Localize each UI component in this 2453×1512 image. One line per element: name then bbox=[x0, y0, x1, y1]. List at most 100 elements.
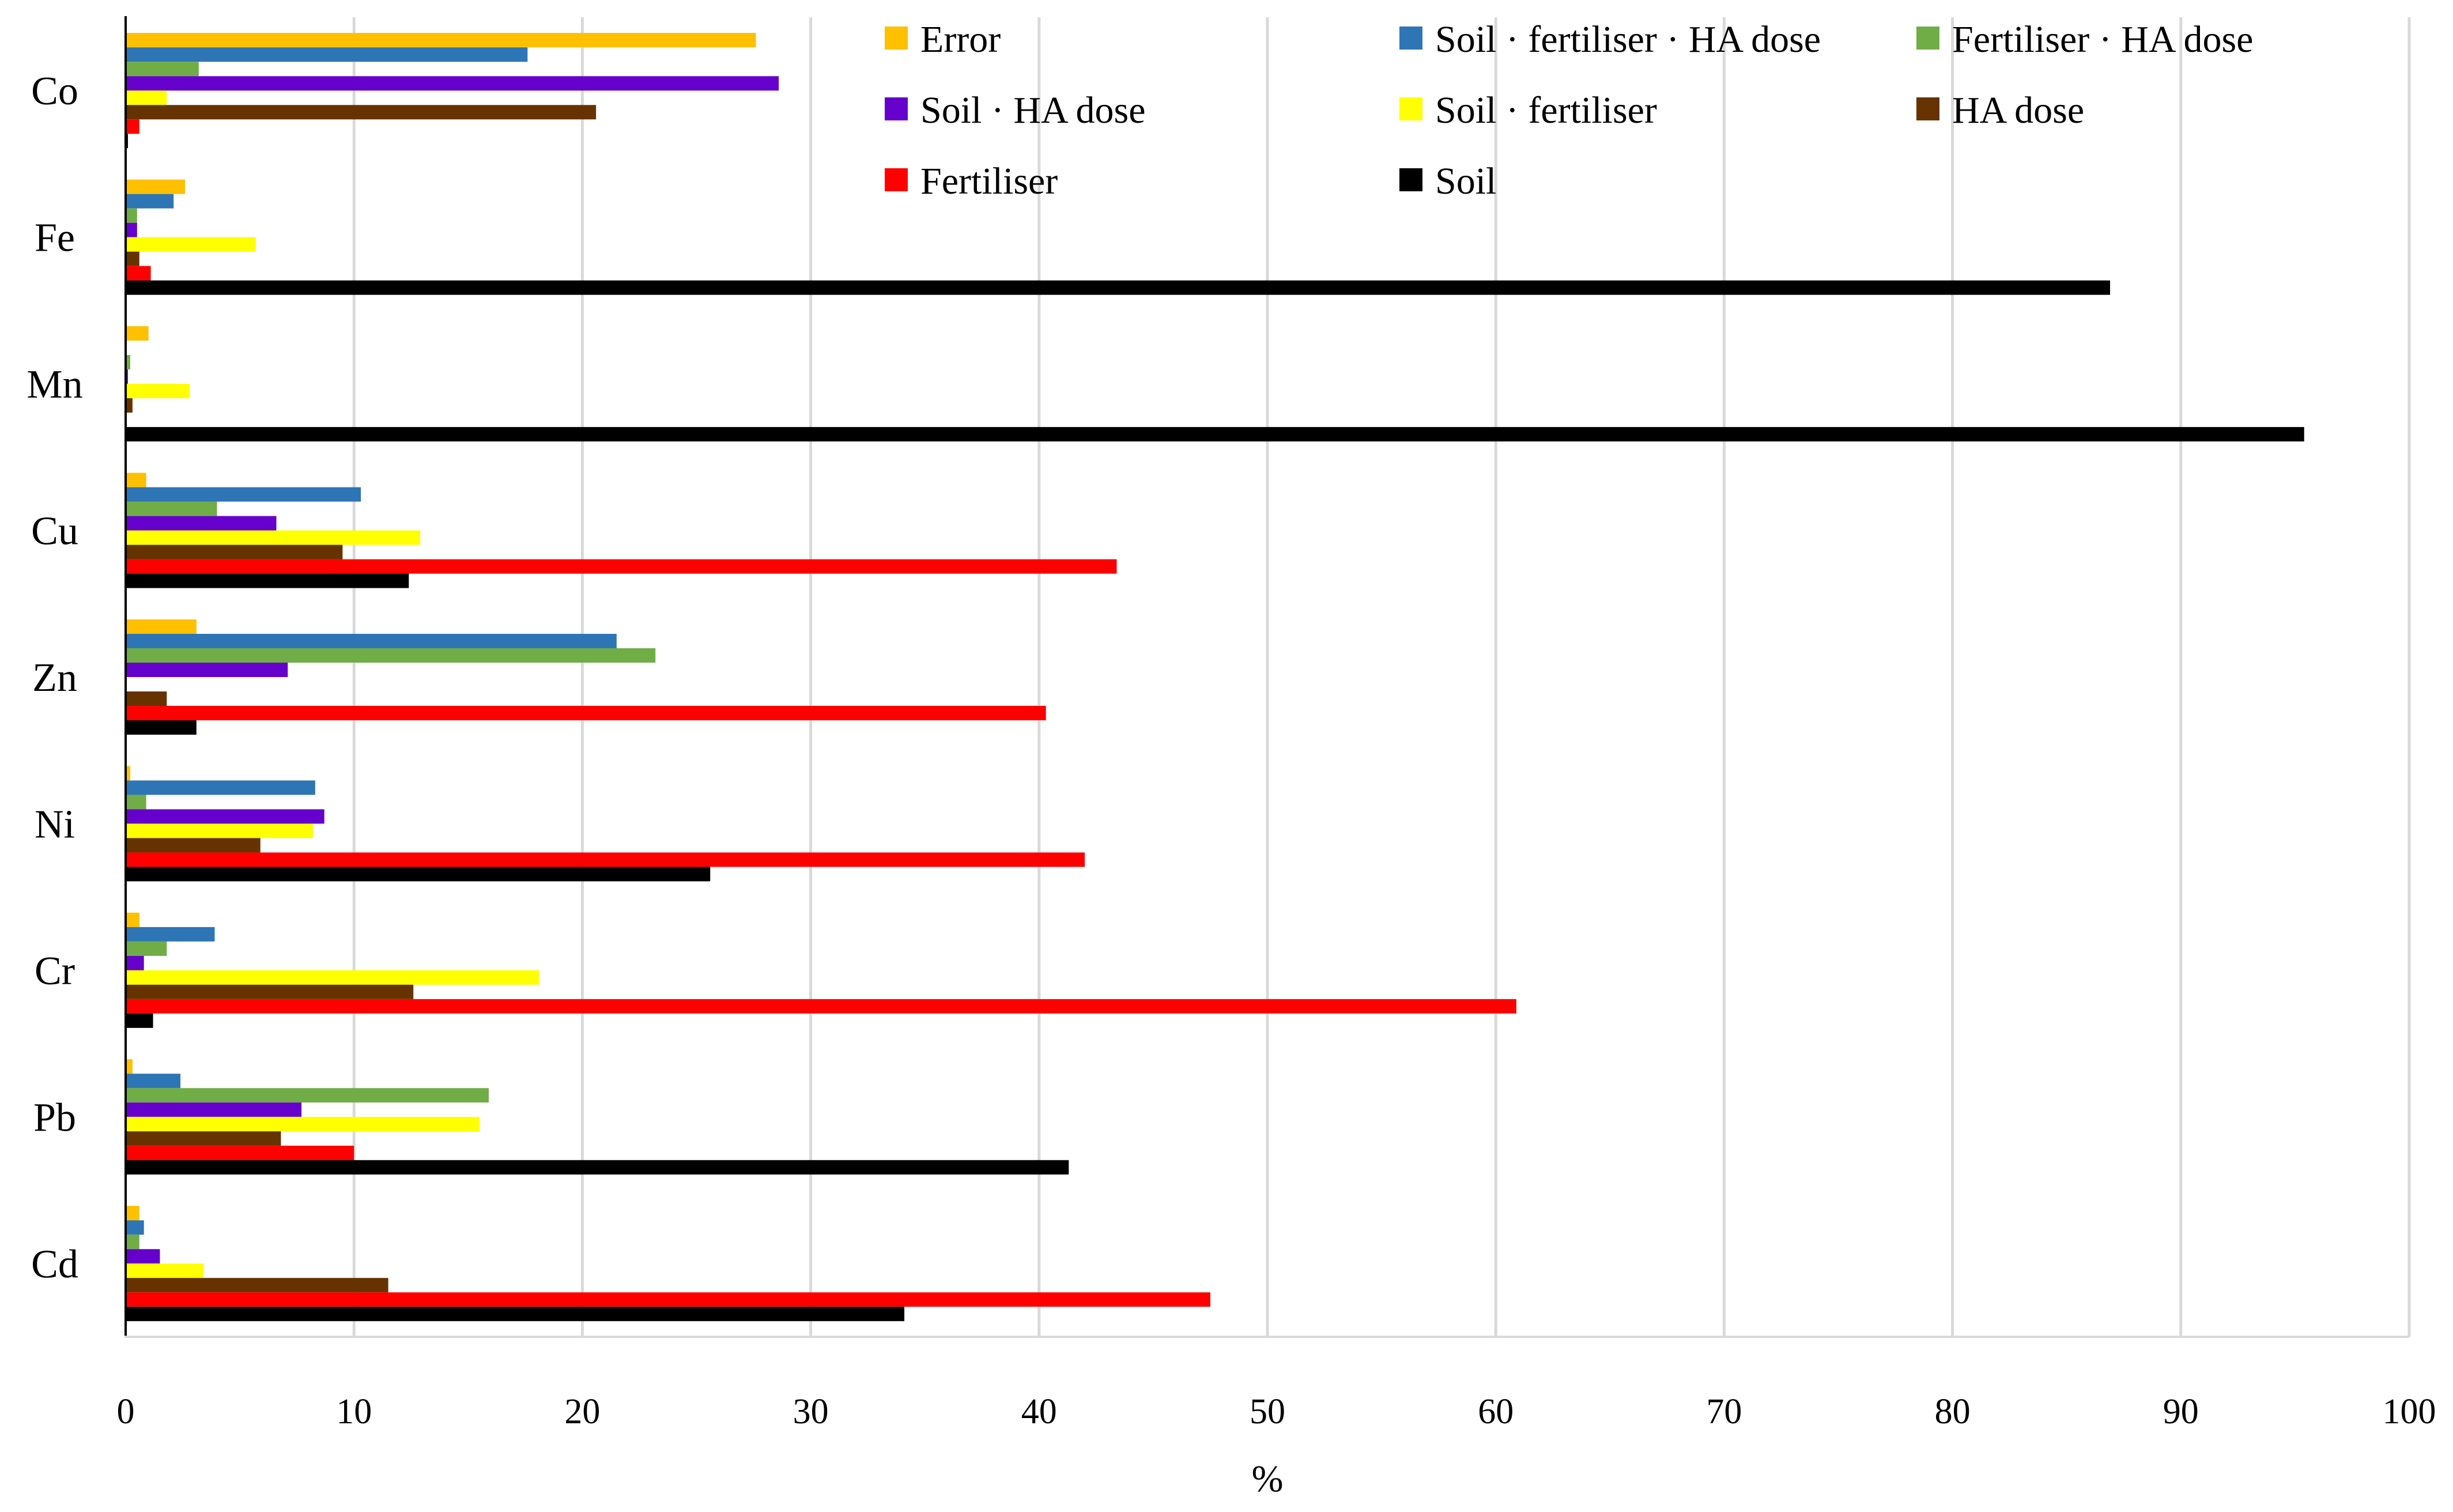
legend-label-soil-fertiliser-ha-dose: Soil · fertiliser · HA dose bbox=[1435, 18, 1821, 61]
bar-fe-soil-ha-dose bbox=[126, 222, 137, 237]
bar-cd-soil-fertiliser-ha-dose bbox=[126, 1220, 144, 1235]
bar-co-soil-fertiliser bbox=[126, 90, 167, 105]
category-label-ni: Ni bbox=[35, 802, 75, 846]
bar-cr-ha-dose bbox=[126, 984, 414, 999]
category-label-co: Co bbox=[31, 69, 78, 114]
bar-cr-fertiliser bbox=[126, 999, 1516, 1014]
legend-label-error: Error bbox=[920, 18, 1001, 61]
bars bbox=[126, 33, 2304, 1321]
bar-mn-error bbox=[126, 326, 149, 341]
bar-zn-ha-dose bbox=[126, 691, 167, 706]
bar-cd-error bbox=[126, 1205, 139, 1220]
x-tick-label-40: 40 bbox=[1021, 1392, 1057, 1431]
bar-ni-soil-fertiliser-ha-dose bbox=[126, 780, 315, 795]
bar-cd-soil-fertiliser bbox=[126, 1263, 203, 1278]
category-labels: Co Fe Mn Cu Zn Ni Cr Pb Cd bbox=[27, 69, 82, 1287]
bar-cr-soil-fertiliser-ha-dose bbox=[126, 927, 215, 942]
bar-ni-error bbox=[126, 766, 130, 781]
category-label-cr: Cr bbox=[35, 949, 75, 993]
bar-mn-ha-dose bbox=[126, 398, 133, 413]
category-label-pb: Pb bbox=[33, 1095, 76, 1140]
legend-label-fertiliser: Fertiliser bbox=[920, 160, 1058, 202]
x-tick-label-50: 50 bbox=[1250, 1392, 1285, 1431]
bar-ni-soil bbox=[126, 867, 711, 882]
bar-zn-fertiliser-ha-dose bbox=[126, 648, 656, 663]
bar-cd-fertiliser bbox=[126, 1292, 1210, 1307]
bar-co-error bbox=[126, 33, 756, 48]
bar-zn-soil-ha-dose bbox=[126, 663, 288, 677]
bar-fe-fertiliser bbox=[126, 266, 151, 281]
x-tick-label-80: 80 bbox=[1935, 1392, 1971, 1431]
x-tick-label-70: 70 bbox=[1706, 1392, 1742, 1431]
bar-cd-ha-dose bbox=[126, 1277, 388, 1292]
bar-cu-soil-fertiliser bbox=[126, 530, 421, 545]
bar-co-ha-dose bbox=[126, 105, 597, 120]
legend-swatch-error bbox=[885, 27, 908, 50]
bar-pb-fertiliser bbox=[126, 1146, 354, 1161]
category-label-mn: Mn bbox=[27, 362, 82, 407]
bar-cr-fertiliser-ha-dose bbox=[126, 941, 167, 956]
category-label-cd: Cd bbox=[31, 1242, 78, 1287]
x-tick-label-90: 90 bbox=[2163, 1392, 2199, 1431]
x-tick-label-100: 100 bbox=[2383, 1392, 2436, 1431]
bar-zn-error bbox=[126, 619, 197, 634]
legend-label-soil-fertiliser: Soil · fertiliser bbox=[1435, 89, 1657, 131]
legend-swatch-fertiliser bbox=[885, 168, 908, 191]
category-label-fe: Fe bbox=[35, 216, 75, 260]
bar-cu-error bbox=[126, 472, 146, 487]
bar-pb-error bbox=[126, 1059, 133, 1074]
x-tick-label-0: 0 bbox=[117, 1392, 135, 1431]
bar-zn-fertiliser bbox=[126, 706, 1046, 720]
bar-pb-soil-fertiliser-ha-dose bbox=[126, 1073, 181, 1088]
bar-co-soil-fertiliser-ha-dose bbox=[126, 47, 528, 62]
bar-pb-soil-fertiliser bbox=[126, 1117, 480, 1132]
x-tick-label-10: 10 bbox=[336, 1392, 372, 1431]
bar-mn-soil bbox=[126, 427, 2304, 442]
bar-fe-error bbox=[126, 179, 186, 194]
legend-swatch-soil-fertiliser-ha-dose bbox=[1399, 27, 1422, 50]
gridlines bbox=[352, 17, 2411, 1337]
bar-cr-soil-ha-dose bbox=[126, 955, 144, 970]
bar-ni-fertiliser-ha-dose bbox=[126, 795, 146, 810]
legend-swatch-soil bbox=[1399, 168, 1422, 191]
legend-swatch-soil-fertiliser bbox=[1399, 97, 1422, 120]
bar-cd-fertiliser-ha-dose bbox=[126, 1234, 139, 1249]
x-tick-label-30: 30 bbox=[793, 1392, 829, 1431]
category-label-zn: Zn bbox=[32, 656, 77, 700]
legend-label-fertiliser-ha-dose: Fertiliser · HA dose bbox=[1952, 18, 2253, 61]
x-tick-labels: 0 10 20 30 40 50 60 70 80 90 100 bbox=[117, 1392, 2436, 1431]
bar-cu-fertiliser-ha-dose bbox=[126, 501, 217, 516]
bar-cu-fertiliser bbox=[126, 559, 1117, 574]
bar-cr-error bbox=[126, 912, 139, 927]
bar-ni-ha-dose bbox=[126, 838, 261, 853]
legend: Error Soil · fertiliser · HA dose Fertilis… bbox=[885, 18, 2253, 202]
legend-label-soil: Soil bbox=[1435, 160, 1496, 202]
legend-label-soil-ha-dose: Soil · HA dose bbox=[920, 89, 1146, 131]
bar-cu-soil-ha-dose bbox=[126, 516, 277, 531]
bar-ni-soil-fertiliser bbox=[126, 823, 313, 838]
bar-fe-fertiliser-ha-dose bbox=[126, 208, 137, 223]
bar-zn-soil-fertiliser-ha-dose bbox=[126, 634, 617, 648]
bar-cu-soil bbox=[126, 573, 409, 588]
bar-fe-soil bbox=[126, 280, 2110, 295]
bar-fe-ha-dose bbox=[126, 251, 139, 266]
x-tick-label-60: 60 bbox=[1478, 1392, 1514, 1431]
bar-zn-soil bbox=[126, 720, 197, 735]
bar-cu-soil-fertiliser-ha-dose bbox=[126, 487, 361, 502]
bar-cr-soil-fertiliser bbox=[126, 970, 539, 985]
bar-fe-soil-fertiliser-ha-dose bbox=[126, 194, 174, 209]
bar-pb-ha-dose bbox=[126, 1131, 281, 1146]
bar-cu-ha-dose bbox=[126, 545, 343, 560]
bar-mn-soil-fertiliser bbox=[126, 384, 190, 399]
bar-co-soil-ha-dose bbox=[126, 76, 779, 91]
x-tick-label-20: 20 bbox=[564, 1392, 600, 1431]
bar-ni-soil-ha-dose bbox=[126, 809, 324, 824]
bar-ni-fertiliser bbox=[126, 852, 1085, 867]
bar-cd-soil bbox=[126, 1306, 905, 1321]
bar-mn-fertiliser-ha-dose bbox=[126, 355, 130, 370]
legend-swatch-ha-dose bbox=[1916, 97, 1939, 120]
bar-pb-soil-ha-dose bbox=[126, 1102, 302, 1117]
legend-label-ha-dose: HA dose bbox=[1952, 89, 2084, 131]
bar-pb-fertiliser-ha-dose bbox=[126, 1088, 489, 1103]
